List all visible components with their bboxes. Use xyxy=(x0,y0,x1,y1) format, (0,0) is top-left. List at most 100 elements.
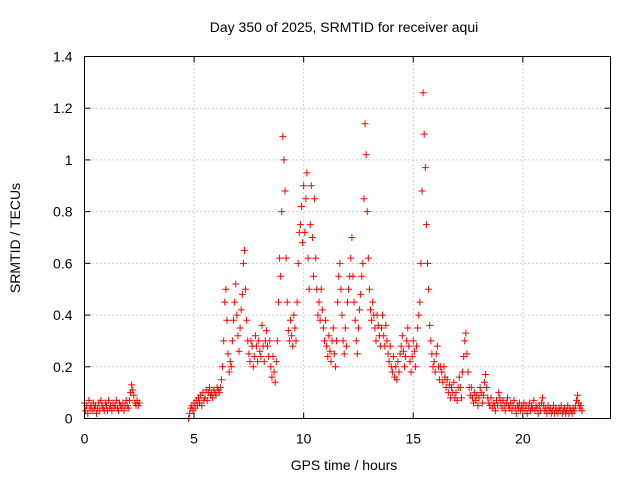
data-point xyxy=(414,324,422,332)
data-point xyxy=(402,352,410,360)
data-point xyxy=(578,407,586,415)
data-point xyxy=(323,342,331,350)
data-point xyxy=(422,221,430,229)
data-point xyxy=(421,164,429,172)
data-point xyxy=(388,368,396,376)
data-point xyxy=(367,306,375,314)
data-point xyxy=(480,378,488,386)
data-point xyxy=(335,272,343,280)
data-point xyxy=(329,324,337,332)
data-point xyxy=(432,350,440,358)
data-point xyxy=(392,363,400,371)
data-point xyxy=(416,298,424,306)
data-point xyxy=(304,254,312,262)
x-tick-label: 20 xyxy=(515,431,531,447)
y-tick-label: 1.2 xyxy=(53,100,73,116)
data-point xyxy=(503,394,511,402)
data-point xyxy=(198,402,206,410)
data-point xyxy=(237,306,245,314)
data-point xyxy=(256,347,264,355)
data-point xyxy=(327,358,335,366)
data-point xyxy=(303,169,311,177)
data-point xyxy=(254,358,262,366)
data-point xyxy=(393,376,401,384)
data-point xyxy=(464,368,472,376)
data-point xyxy=(222,285,230,293)
data-point xyxy=(418,187,426,195)
data-point xyxy=(97,396,105,404)
data-point xyxy=(351,316,359,324)
data-point xyxy=(203,396,211,404)
data-point xyxy=(288,332,296,340)
data-points xyxy=(81,89,586,422)
data-point xyxy=(125,396,133,404)
data-point xyxy=(318,306,326,314)
data-point xyxy=(232,280,240,288)
x-tick-label: 15 xyxy=(405,431,421,447)
data-point xyxy=(385,358,393,366)
data-point xyxy=(467,383,475,391)
data-point xyxy=(453,396,461,404)
data-point xyxy=(463,350,471,358)
data-point xyxy=(457,394,465,402)
gridlines xyxy=(84,56,611,419)
data-point xyxy=(285,337,293,345)
data-point xyxy=(274,298,282,306)
data-point xyxy=(226,358,234,366)
data-point xyxy=(84,409,92,417)
data-point xyxy=(482,371,490,379)
data-point xyxy=(357,290,365,298)
data-point xyxy=(409,337,417,345)
data-point xyxy=(359,259,367,267)
data-point xyxy=(300,182,308,190)
data-point xyxy=(326,347,334,355)
data-point xyxy=(215,389,223,397)
data-point xyxy=(314,311,322,319)
data-point xyxy=(269,352,277,360)
data-point xyxy=(219,363,227,371)
data-point xyxy=(406,358,414,366)
data-point xyxy=(443,376,451,384)
data-point xyxy=(135,399,143,407)
data-point xyxy=(358,272,366,280)
data-point xyxy=(362,151,370,159)
data-point xyxy=(430,358,438,366)
data-point xyxy=(322,316,330,324)
data-point xyxy=(235,347,243,355)
data-point xyxy=(294,259,302,267)
data-point xyxy=(228,337,236,345)
data-point xyxy=(258,321,266,329)
data-point xyxy=(251,332,259,340)
data-point xyxy=(386,342,394,350)
data-point xyxy=(302,195,310,203)
data-point xyxy=(223,316,231,324)
y-tick-label: 1 xyxy=(65,152,73,168)
data-point xyxy=(311,195,319,203)
data-point xyxy=(325,332,333,340)
data-point xyxy=(352,337,360,345)
data-point xyxy=(281,187,289,195)
data-point xyxy=(349,272,357,280)
data-point xyxy=(272,358,280,366)
data-point xyxy=(105,396,113,404)
axis-ticks xyxy=(84,56,611,419)
data-point xyxy=(217,376,225,384)
data-point xyxy=(360,195,368,203)
data-point xyxy=(474,402,482,410)
data-point xyxy=(283,298,291,306)
data-point xyxy=(227,363,235,371)
data-point xyxy=(438,368,446,376)
data-point xyxy=(400,363,408,371)
data-point xyxy=(234,332,242,340)
data-point xyxy=(307,182,315,190)
data-point xyxy=(433,342,441,350)
data-point xyxy=(379,311,387,319)
data-point xyxy=(476,383,484,391)
data-point xyxy=(255,337,263,345)
data-point xyxy=(225,368,233,376)
x-tick-label: 5 xyxy=(190,431,198,447)
data-point xyxy=(423,259,431,267)
y-tick-label: 0.8 xyxy=(53,204,73,220)
data-point xyxy=(345,285,353,293)
data-point xyxy=(431,368,439,376)
